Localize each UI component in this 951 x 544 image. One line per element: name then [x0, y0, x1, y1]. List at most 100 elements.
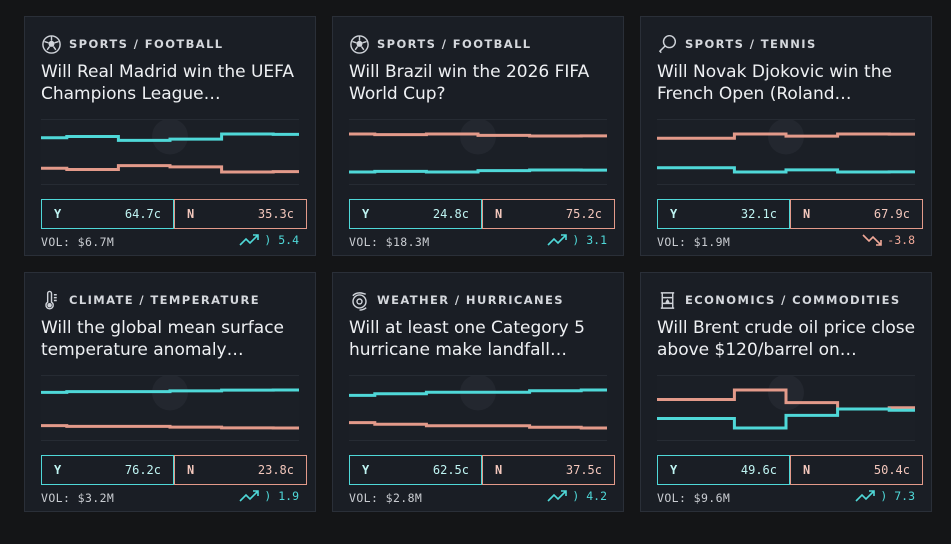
price-change-value: ) 7.3 — [880, 489, 915, 503]
no-price: 75.2c — [565, 207, 602, 221]
category-label: SPORTS / FOOTBALL — [69, 37, 224, 51]
trend-up-icon — [855, 489, 877, 503]
chart-highlight-dot — [460, 120, 496, 155]
chart-highlight-dot — [152, 376, 188, 411]
buy-yes-button[interactable]: Y 62.5c — [349, 455, 482, 485]
yes-price: 24.8c — [432, 207, 469, 221]
soccer-ball-icon — [349, 34, 370, 55]
trend-up-icon — [547, 489, 569, 503]
no-price-line — [349, 421, 607, 430]
no-price: 37.5c — [565, 463, 602, 477]
yes-price: 76.2c — [124, 463, 161, 477]
buy-yes-button[interactable]: Y 76.2c — [41, 455, 174, 485]
market-card[interactable]: SPORTS / FOOTBALL Will Brazil win the 20… — [332, 16, 624, 256]
market-card[interactable]: WEATHER / HURRICANES Will at least one C… — [332, 272, 624, 512]
market-title[interactable]: Will at least one Category 5 hurricane m… — [349, 318, 585, 360]
buy-no-button[interactable]: N 75.2c — [482, 199, 615, 229]
no-price: 23.8c — [257, 463, 294, 477]
no-price-line — [41, 164, 299, 174]
yes-price-line — [349, 388, 607, 397]
price-history-chart — [657, 375, 915, 441]
category-row: SPORTS / FOOTBALL — [349, 33, 532, 55]
market-card[interactable]: CLIMATE / TEMPERATURE Will the global me… — [24, 272, 316, 512]
trend-up-icon — [239, 489, 261, 503]
category-row: WEATHER / HURRICANES — [349, 289, 564, 311]
yes-label: Y — [54, 207, 62, 221]
buy-no-button[interactable]: N 67.9c — [790, 199, 923, 229]
no-label: N — [803, 463, 811, 477]
market-title[interactable]: Will Real Madrid win the UEFA Champions … — [41, 62, 294, 104]
price-change-value: ) 1.9 — [264, 489, 299, 503]
chart-svg — [349, 376, 607, 430]
category-label: ECONOMICS / COMMODITIES — [685, 293, 901, 307]
yes-price-line — [657, 407, 915, 430]
no-price-line — [657, 132, 915, 140]
category-label: CLIMATE / TEMPERATURE — [69, 293, 260, 307]
category-label: SPORTS / FOOTBALL — [377, 37, 532, 51]
no-label: N — [803, 207, 811, 221]
volume-label: VOL: $3.2M — [41, 491, 115, 505]
chart-svg — [41, 376, 299, 430]
price-change: ) 1.9 — [239, 489, 299, 503]
yes-price-line — [657, 166, 915, 174]
price-change: ) 4.2 — [547, 489, 607, 503]
buy-yes-button[interactable]: Y 49.6c — [657, 455, 790, 485]
market-card[interactable]: ECONOMICS / COMMODITIES Will Brent crude… — [640, 272, 932, 512]
yes-price-line — [41, 388, 299, 394]
price-change-value: ) 5.4 — [264, 233, 299, 247]
buy-no-button[interactable]: N 37.5c — [482, 455, 615, 485]
price-history-chart — [41, 375, 299, 441]
price-change: ) 5.4 — [239, 233, 299, 247]
price-history-chart — [657, 119, 915, 185]
category-label: SPORTS / TENNIS — [685, 37, 817, 51]
volume-label: VOL: $1.9M — [657, 235, 731, 249]
chart-svg — [657, 376, 915, 430]
market-title[interactable]: Will Brent crude oil price close above $… — [657, 318, 916, 360]
chart-svg — [657, 120, 915, 174]
price-history-chart — [349, 375, 607, 441]
price-change-value: -3.8 — [887, 233, 915, 247]
trend-up-icon — [547, 233, 569, 247]
buy-no-button[interactable]: N 50.4c — [790, 455, 923, 485]
category-row: ECONOMICS / COMMODITIES — [657, 289, 901, 311]
hurricane-icon — [349, 290, 370, 311]
volume-label: VOL: $6.7M — [41, 235, 115, 249]
market-card[interactable]: SPORTS / TENNIS Will Novak Djokovic win … — [640, 16, 932, 256]
chart-svg — [349, 120, 607, 174]
yes-label: Y — [54, 463, 62, 477]
yes-label: Y — [670, 463, 678, 477]
price-change-value: ) 3.1 — [572, 233, 607, 247]
market-card[interactable]: SPORTS / FOOTBALL Will Real Madrid win t… — [24, 16, 316, 256]
category-row: SPORTS / FOOTBALL — [41, 33, 224, 55]
market-title[interactable]: Will the global mean surface temperature… — [41, 318, 285, 360]
no-label: N — [495, 463, 503, 477]
oil-barrel-icon — [657, 290, 678, 311]
tennis-racket-icon — [657, 34, 678, 55]
price-change: ) 7.3 — [855, 489, 915, 503]
no-label: N — [187, 207, 195, 221]
yes-price: 64.7c — [124, 207, 161, 221]
yes-label: Y — [362, 463, 370, 477]
yes-price: 49.6c — [740, 463, 777, 477]
buy-yes-button[interactable]: Y 64.7c — [41, 199, 174, 229]
market-grid: SPORTS / FOOTBALL Will Real Madrid win t… — [24, 16, 932, 512]
buy-yes-button[interactable]: Y 24.8c — [349, 199, 482, 229]
no-price: 50.4c — [873, 463, 910, 477]
thermometer-icon — [41, 290, 62, 311]
price-history-chart — [349, 119, 607, 185]
no-label: N — [187, 463, 195, 477]
no-price-line — [349, 132, 607, 138]
yes-price: 32.1c — [740, 207, 777, 221]
buy-no-button[interactable]: N 23.8c — [174, 455, 307, 485]
price-change-value: ) 4.2 — [572, 489, 607, 503]
market-title[interactable]: Will Brazil win the 2026 FIFA World Cup? — [349, 62, 590, 104]
buy-yes-button[interactable]: Y 32.1c — [657, 199, 790, 229]
market-title[interactable]: Will Novak Djokovic win the French Open … — [657, 62, 892, 104]
chart-svg — [41, 120, 299, 174]
yes-price-line — [41, 132, 299, 142]
yes-price-line — [349, 168, 607, 174]
no-price: 35.3c — [257, 207, 294, 221]
buy-no-button[interactable]: N 35.3c — [174, 199, 307, 229]
yes-label: Y — [362, 207, 370, 221]
yes-price: 62.5c — [432, 463, 469, 477]
